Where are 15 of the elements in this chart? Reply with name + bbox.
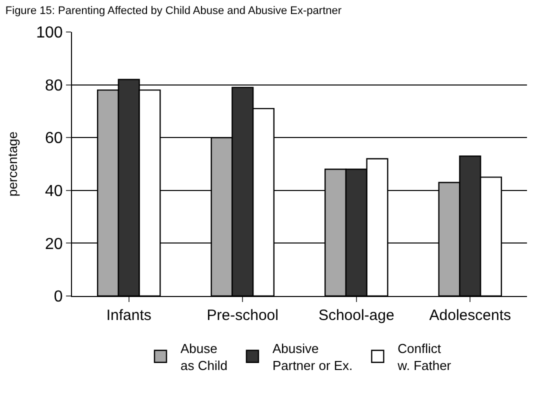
y-tick-label: 60 [45, 130, 63, 148]
y-axis-title: percentage [5, 131, 20, 197]
x-tick-label: Infants [106, 307, 152, 324]
y-tick-label: 20 [45, 236, 63, 253]
x-tick-label: School-age [318, 307, 394, 324]
x-tick-label: Pre-school [206, 307, 278, 324]
legend-label: Conflict w. Father [396, 340, 452, 373]
y-tick-label: 80 [45, 77, 63, 94]
legend-label: Abuse as Child [180, 340, 228, 373]
x-tick-label: Adolescents [429, 307, 511, 324]
y-tick-label: 100 [36, 24, 63, 42]
y-tick-label: 40 [45, 183, 63, 200]
chart-title: Figure 15: Parenting Affected by Child Abuse and Abusive Ex-partner [5, 4, 342, 17]
legend-label: Abusive Partner or Ex. [272, 340, 353, 373]
y-tick-label: 0 [54, 288, 63, 306]
